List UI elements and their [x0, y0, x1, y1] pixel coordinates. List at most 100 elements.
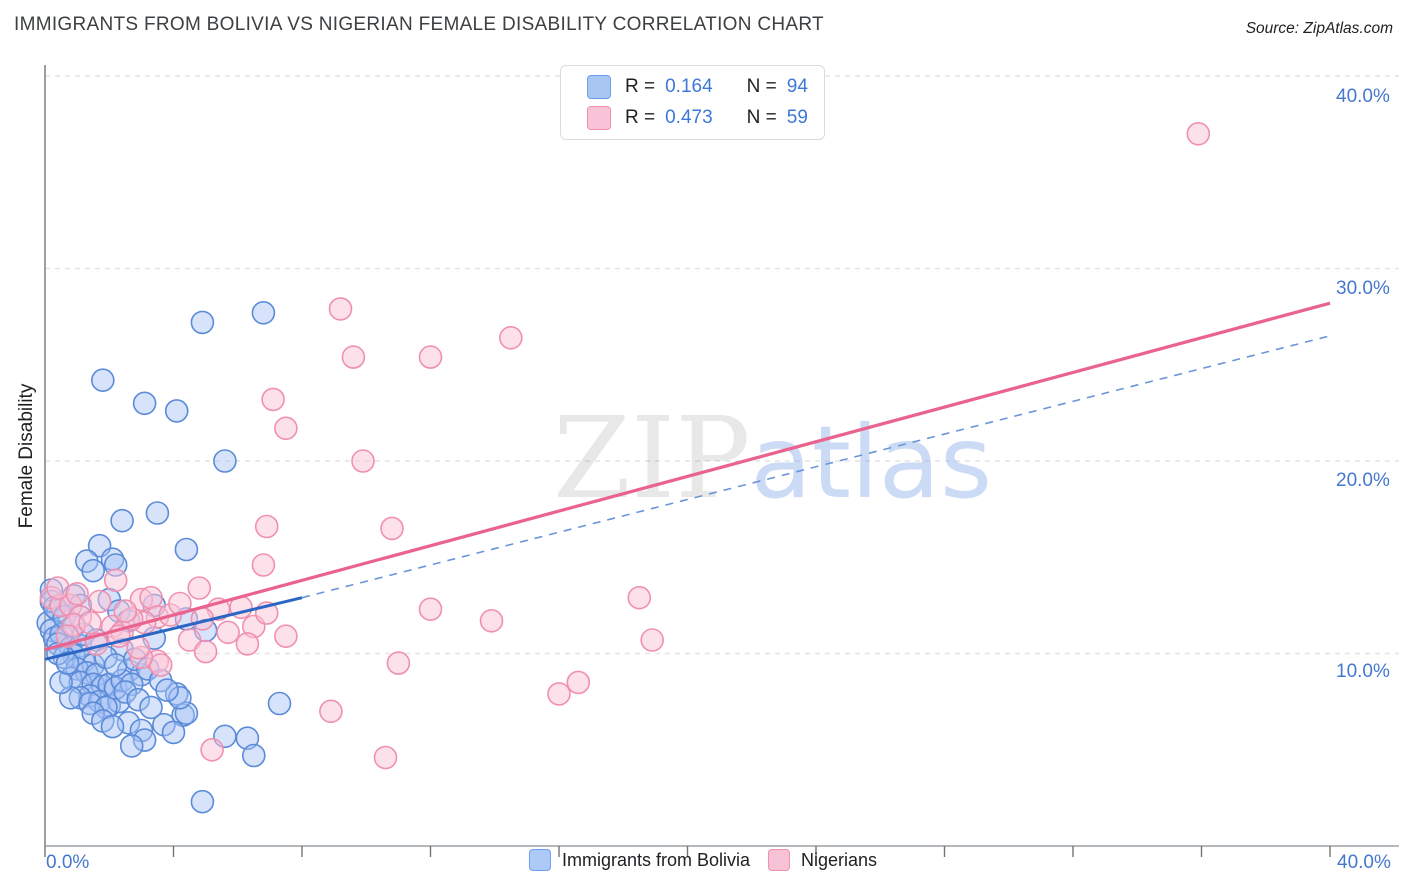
bolivia-point[interactable]	[81, 701, 105, 726]
nigerians-point[interactable]	[274, 416, 298, 441]
nigerians-point[interactable]	[254, 514, 279, 539]
bolivia-point[interactable]	[119, 734, 144, 758]
bolivia-point[interactable]	[126, 687, 150, 712]
bolivia-point[interactable]	[113, 680, 138, 704]
bolivia-swatch-icon	[528, 849, 551, 871]
nigerians-point[interactable]	[627, 585, 652, 610]
nigerians-point[interactable]	[418, 345, 443, 369]
nigerians-point[interactable]	[547, 682, 571, 706]
data-layer	[36, 122, 1331, 814]
bolivia-point[interactable]	[267, 691, 292, 716]
bolivia-point[interactable]	[174, 701, 199, 726]
r-value-nigerians: 0.473	[665, 107, 713, 128]
nigerians-point[interactable]	[373, 745, 398, 770]
legend-row-nigerians: R = 0.473 N = 59	[587, 106, 808, 130]
nigerians-point[interactable]	[216, 620, 240, 645]
nigerians-point[interactable]	[87, 589, 112, 614]
y-tick-40: 40.0%	[1336, 86, 1390, 107]
nigerians-point[interactable]	[113, 599, 138, 623]
nigerians-point[interactable]	[351, 449, 375, 473]
watermark: ZIPatlas	[553, 394, 992, 524]
nigerians-point[interactable]	[235, 632, 260, 656]
bolivia-point[interactable]	[119, 672, 144, 697]
bolivia-point[interactable]	[139, 695, 163, 720]
nigerians-point[interactable]	[479, 608, 504, 633]
bolivia-point[interactable]	[91, 368, 115, 393]
bolivia-point[interactable]	[190, 789, 215, 814]
nigerians-point[interactable]	[187, 576, 211, 600]
nigerians-swatch-icon	[587, 106, 611, 130]
n-value-nigerians: 59	[786, 107, 808, 128]
legend-item-bolivia[interactable]: Immigrants from Bolivia	[528, 849, 750, 871]
correlation-legend: R = 0.164 N = 94 R = 0.473 N = 59	[560, 65, 825, 140]
nigerians-point[interactable]	[498, 325, 523, 350]
bolivia-point[interactable]	[174, 537, 199, 562]
r-label: R =	[625, 76, 656, 97]
bolivia-point[interactable]	[55, 651, 80, 675]
bolivia-point[interactable]	[132, 728, 157, 752]
bolivia-point[interactable]	[164, 399, 189, 423]
bolivia-point[interactable]	[235, 726, 260, 751]
bolivia-point[interactable]	[213, 449, 237, 473]
legend-row-bolivia: R = 0.164 N = 94	[587, 75, 808, 99]
nigerians-point[interactable]	[319, 699, 343, 724]
bolivia-point[interactable]	[242, 743, 266, 768]
bolivia-point[interactable]	[81, 558, 105, 583]
grid-layer	[44, 65, 1399, 857]
series-bolivia	[36, 300, 292, 814]
nigerians-point[interactable]	[261, 387, 285, 412]
y-tick-20: 20.0%	[1336, 470, 1390, 491]
bolivia-point[interactable]	[132, 391, 157, 416]
nigerians-point[interactable]	[328, 297, 353, 321]
n-label: N =	[746, 107, 777, 128]
series-legend: Immigrants from Bolivia Nigerians	[528, 849, 877, 871]
nigerians-point[interactable]	[1186, 122, 1211, 146]
bolivia-point[interactable]	[190, 310, 215, 335]
nigerians-swatch-icon	[768, 849, 790, 871]
r-label: R =	[625, 107, 656, 128]
nigerians-point[interactable]	[341, 345, 366, 369]
x-tick-max: 40.0%	[1337, 852, 1391, 873]
nigerians-point[interactable]	[65, 581, 89, 606]
nigerians-point[interactable]	[103, 568, 128, 593]
nigerians-point[interactable]	[640, 628, 665, 652]
bolivia-point[interactable]	[100, 714, 125, 739]
bolivia-point[interactable]	[168, 685, 192, 710]
bolivia-point[interactable]	[155, 678, 179, 702]
y-tick-10: 10.0%	[1336, 661, 1390, 682]
source-attribution: Source: ZipAtlas.com	[1245, 20, 1393, 37]
bolivia-point[interactable]	[251, 300, 276, 325]
bolivia-point[interactable]	[110, 508, 134, 533]
nigerians-point[interactable]	[380, 516, 404, 541]
bolivia-point[interactable]	[161, 720, 186, 745]
legend-label-nigerians: Nigerians	[801, 849, 878, 870]
bolivia-point[interactable]	[145, 501, 170, 525]
bolivia-point[interactable]	[152, 712, 176, 737]
n-value-bolivia: 94	[786, 76, 808, 97]
nigerians-point[interactable]	[566, 670, 591, 695]
page-title: IMMIGRANTS FROM BOLIVIA VS NIGERIAN FEMA…	[14, 14, 824, 35]
legend-item-nigerians[interactable]: Nigerians	[768, 849, 877, 871]
trend-bolivia-dashed	[301, 335, 1331, 599]
nigerians-point[interactable]	[177, 628, 202, 652]
nigerians-point[interactable]	[386, 651, 411, 675]
nigerians-point[interactable]	[251, 553, 276, 577]
watermark-atlas: atlas	[750, 404, 992, 521]
nigerians-point[interactable]	[200, 737, 224, 762]
legend-label-bolivia: Immigrants from Bolivia	[561, 849, 750, 870]
nigerians-point[interactable]	[418, 597, 443, 622]
nigerians-point[interactable]	[78, 610, 102, 635]
nigerians-point[interactable]	[274, 624, 298, 649]
n-label: N =	[746, 76, 777, 97]
bolivia-swatch-icon	[587, 75, 611, 99]
r-value-bolivia: 0.164	[665, 76, 713, 97]
x-tick-min: 0.0%	[46, 852, 90, 873]
series-nigerians	[39, 122, 1211, 770]
trend-bolivia-solid	[44, 596, 303, 661]
trend-nigerians-solid	[44, 301, 1331, 652]
nigerians-point[interactable]	[193, 639, 218, 664]
y-tick-30: 30.0%	[1336, 278, 1390, 299]
bolivia-point[interactable]	[103, 653, 128, 677]
